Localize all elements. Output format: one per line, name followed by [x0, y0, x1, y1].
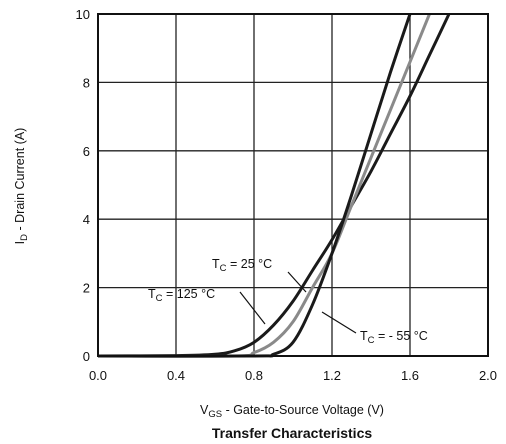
annotation-25c: TC = 25 °C: [212, 257, 272, 274]
y-tick-label: 6: [83, 144, 90, 159]
x-axis-label: VGS - Gate-to-Source Voltage (V): [200, 403, 384, 420]
y-tick-label: 10: [76, 7, 90, 22]
x-tick-label: 0.8: [245, 368, 263, 383]
x-tick-label: 1.2: [323, 368, 341, 383]
x-tick-label: 1.6: [401, 368, 419, 383]
series-line-tc-25-c: [97, 13, 431, 358]
x-tick-label: 2.0: [479, 368, 497, 383]
y-tick-label: 4: [83, 212, 90, 227]
annotation-leaders: [239, 271, 357, 334]
x-tick-label: 0.0: [89, 368, 107, 383]
plot-frame: [97, 13, 489, 357]
leader-125c: [239, 291, 266, 325]
annotation-125c: TC = 125 °C: [148, 287, 215, 304]
curves: [97, 13, 451, 358]
tick-labels: 0.0 0.4 0.8 1.2 1.6 2.0 0 2 4 6 8 10: [76, 7, 498, 383]
series-line-tc-125-c: [97, 13, 451, 358]
leader-25c: [287, 271, 307, 293]
y-axis-label: ID - Drain Current (A): [13, 128, 30, 245]
y-tick-label: 0: [83, 349, 90, 364]
y-tick-label: 2: [83, 281, 90, 296]
grid: [97, 13, 489, 357]
chart-title: Transfer Characteristics: [212, 425, 373, 441]
x-tick-label: 0.4: [167, 368, 185, 383]
leader-minus55c: [321, 311, 357, 334]
annotation-minus55c: TC = - 55 °C: [360, 329, 428, 346]
y-tick-label: 8: [83, 75, 90, 90]
